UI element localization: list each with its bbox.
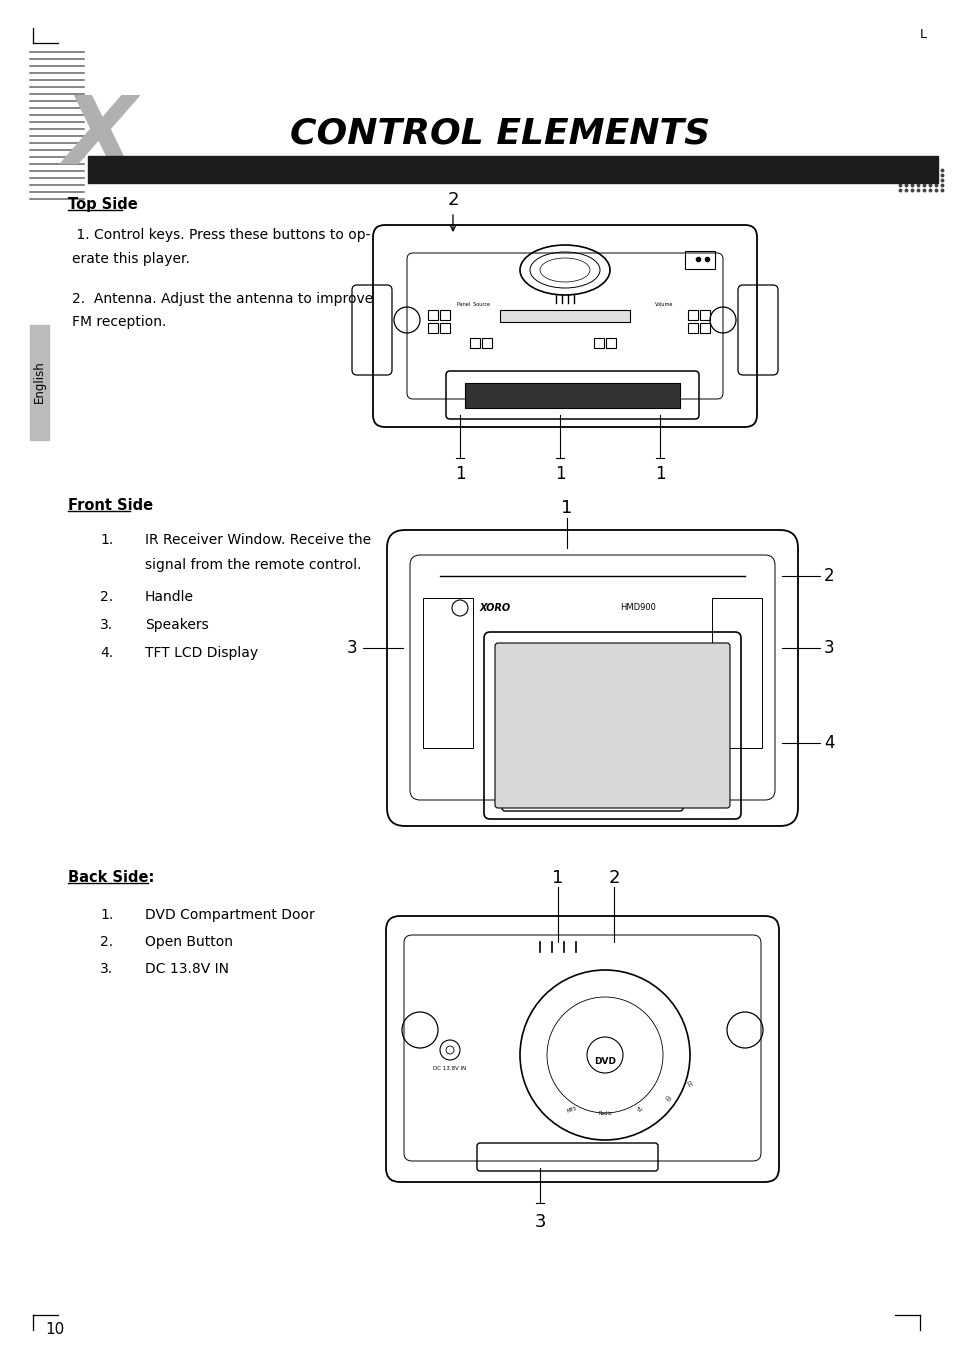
Text: 2.: 2. (100, 589, 113, 604)
Bar (439, 310, 450, 320)
Text: DC 13.8V IN: DC 13.8V IN (433, 1065, 466, 1071)
Text: 1.: 1. (100, 909, 113, 922)
Text: 2.: 2. (100, 936, 113, 949)
Text: DC: DC (684, 1080, 692, 1088)
Text: XORO: XORO (479, 603, 511, 612)
Text: 2: 2 (447, 191, 458, 210)
Text: signal from the remote control.: signal from the remote control. (145, 558, 361, 572)
Bar (464, 383, 679, 408)
Bar (684, 251, 714, 269)
Text: 1: 1 (554, 465, 565, 483)
Text: X: X (64, 92, 136, 184)
Text: L: L (919, 28, 926, 42)
Bar (687, 310, 698, 320)
Text: 3: 3 (346, 639, 356, 657)
Text: 1: 1 (552, 869, 563, 887)
Text: 4.: 4. (100, 646, 113, 660)
Text: Volume: Volume (655, 303, 673, 307)
Text: FM reception.: FM reception. (71, 315, 166, 329)
Text: CD: CD (662, 1095, 671, 1103)
Bar (499, 310, 629, 322)
Bar (422, 598, 473, 748)
Text: 3: 3 (823, 639, 834, 657)
Text: Radio: Radio (598, 1111, 611, 1115)
Text: 2.  Antenna. Adjust the antenna to improve: 2. Antenna. Adjust the antenna to improv… (71, 292, 373, 306)
Bar (428, 310, 437, 320)
FancyBboxPatch shape (495, 644, 729, 808)
Text: Handle: Handle (145, 589, 193, 604)
Text: 3.: 3. (100, 618, 113, 631)
Text: DVD Compartment Door: DVD Compartment Door (145, 909, 314, 922)
Text: TV: TV (634, 1106, 641, 1113)
Text: TFT LCD Display: TFT LCD Display (145, 646, 258, 660)
Text: 1.: 1. (100, 533, 113, 548)
Text: 1: 1 (654, 465, 664, 483)
Bar (30, 324, 49, 439)
Text: Top Side: Top Side (68, 197, 137, 212)
Text: Front Side: Front Side (68, 498, 153, 512)
Text: Back Side:: Back Side: (68, 869, 154, 886)
Text: Speakers: Speakers (145, 618, 209, 631)
Bar (594, 338, 603, 347)
Bar (439, 323, 450, 333)
Bar (88, 155, 937, 183)
Text: Panel  Source: Panel Source (456, 303, 490, 307)
Text: 3: 3 (534, 1213, 545, 1232)
Text: 10: 10 (45, 1322, 64, 1337)
Bar (700, 323, 709, 333)
Text: 1. Control keys. Press these buttons to op-: 1. Control keys. Press these buttons to … (71, 228, 370, 242)
Bar (481, 338, 492, 347)
Text: HMD900: HMD900 (619, 603, 655, 612)
Text: 2: 2 (823, 566, 834, 585)
Text: 4: 4 (823, 734, 834, 752)
Text: 2: 2 (608, 869, 619, 887)
Text: erate this player.: erate this player. (71, 251, 190, 266)
Text: DC 13.8V IN: DC 13.8V IN (145, 963, 229, 976)
Text: 1: 1 (560, 499, 572, 516)
Bar (605, 338, 616, 347)
Text: DVD: DVD (594, 1056, 616, 1065)
Text: 3.: 3. (100, 963, 113, 976)
Text: CONTROL ELEMENTS: CONTROL ELEMENTS (290, 116, 709, 150)
Text: IR Receiver Window. Receive the: IR Receiver Window. Receive the (145, 533, 371, 548)
Bar (470, 338, 479, 347)
Text: MP3: MP3 (565, 1106, 577, 1114)
Text: 1: 1 (455, 465, 465, 483)
Bar (711, 598, 761, 748)
Text: English: English (32, 361, 46, 403)
Bar (687, 323, 698, 333)
Text: Open Button: Open Button (145, 936, 233, 949)
Bar (700, 310, 709, 320)
Bar (428, 323, 437, 333)
